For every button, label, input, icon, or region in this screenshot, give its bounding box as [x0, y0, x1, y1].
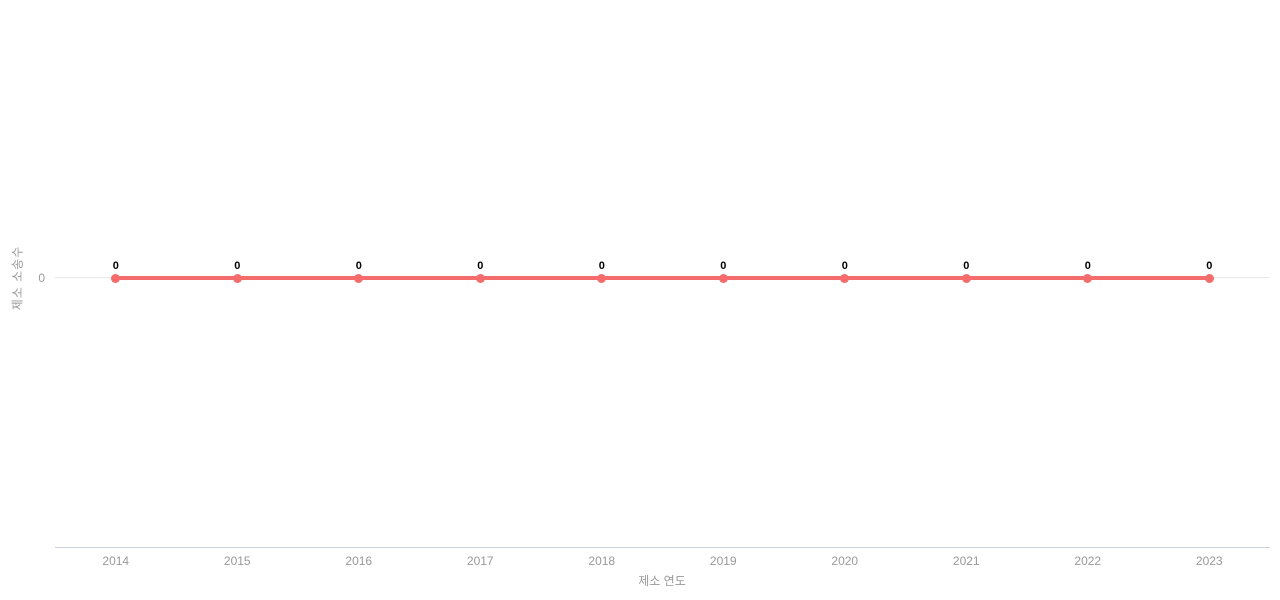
x-tick-label-2014: 2014	[102, 554, 130, 568]
data-point-label-2015: 0	[234, 260, 241, 272]
data-point-2021[interactable]	[961, 273, 971, 283]
data-point-label-2021: 0	[963, 260, 970, 272]
data-point-label-2020: 0	[841, 260, 848, 272]
data-point-2018[interactable]	[597, 273, 607, 283]
data-point-2023[interactable]	[1204, 273, 1214, 283]
x-tick-label-2018: 2018	[588, 554, 616, 568]
x-axis-title: 제소 연도	[638, 574, 686, 588]
x-tick-label-2016: 2016	[345, 554, 373, 568]
data-point-2015[interactable]	[232, 273, 242, 283]
x-tick-label-2017: 2017	[466, 554, 494, 568]
data-point-label-2016: 0	[355, 260, 362, 272]
data-point-label-2018: 0	[598, 260, 605, 272]
data-point-label-2023: 0	[1206, 260, 1213, 272]
data-point-2020[interactable]	[840, 273, 850, 283]
x-tick-label-2015: 2015	[223, 554, 251, 568]
data-point-2019[interactable]	[718, 273, 728, 283]
x-tick-label-2023: 2023	[1195, 554, 1223, 568]
x-tick-label-2020: 2020	[831, 554, 859, 568]
data-point-label-2022: 0	[1084, 260, 1091, 272]
data-point-label-2017: 0	[477, 260, 484, 272]
x-tick-label-2019: 2019	[709, 554, 737, 568]
x-tick-label-2021: 2021	[952, 554, 980, 568]
data-point-2014[interactable]	[111, 273, 121, 283]
y-axis-tick-label: 0	[38, 271, 45, 285]
x-axis-line	[55, 547, 1270, 548]
data-point-2017[interactable]	[475, 273, 485, 283]
data-point-label-2014: 0	[112, 260, 119, 272]
y-axis-title: 제소 소송수	[10, 245, 25, 311]
data-point-2016[interactable]	[354, 273, 364, 283]
data-point-2022[interactable]	[1083, 273, 1093, 283]
x-tick-label-2022: 2022	[1074, 554, 1102, 568]
data-point-label-2019: 0	[720, 260, 727, 272]
series-line	[115, 276, 1210, 280]
